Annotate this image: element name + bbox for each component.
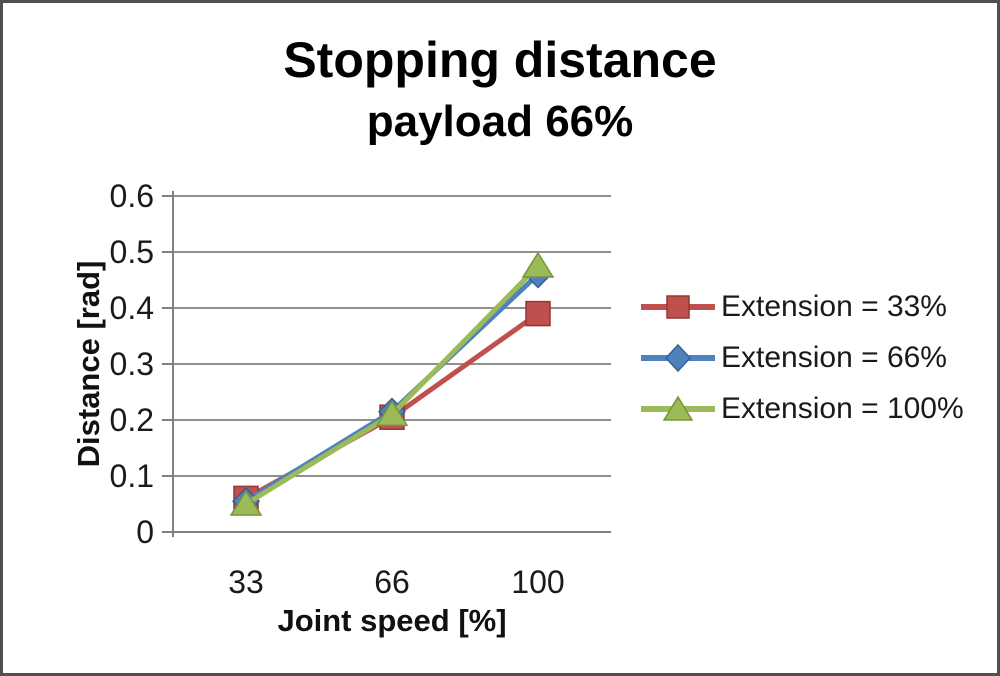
chart-title: Stopping distance bbox=[283, 32, 717, 88]
data-point-square bbox=[525, 300, 551, 327]
legend-item-extension-33: Extension = 33% bbox=[639, 281, 964, 332]
x-tick-label: 33 bbox=[228, 564, 264, 600]
data-point-triangle bbox=[229, 489, 263, 516]
x-axis-title: Joint speed [%] bbox=[277, 603, 507, 638]
y-tick-label: 0.1 bbox=[110, 458, 154, 494]
data-point-triangle bbox=[375, 399, 409, 427]
y-tick-label: 0.5 bbox=[110, 234, 154, 270]
y-axis-title: Distance [rad] bbox=[71, 260, 106, 468]
y-tick-label: 0.2 bbox=[110, 402, 154, 438]
square-marker-icon bbox=[666, 294, 690, 319]
legend-label: Extension = 100% bbox=[721, 391, 964, 425]
legend-item-extension-66: Extension = 66% bbox=[639, 332, 964, 383]
legend-item-extension-100: Extension = 100% bbox=[639, 383, 964, 434]
legend-swatch-diamond bbox=[641, 343, 715, 372]
y-tick-label: 0.3 bbox=[110, 346, 154, 382]
legend: Extension = 33% Extension = 66% Extensio… bbox=[639, 281, 964, 434]
legend-label: Extension = 33% bbox=[721, 289, 947, 323]
legend-swatch-triangle bbox=[641, 395, 715, 421]
legend-label: Extension = 66% bbox=[721, 340, 947, 374]
series-line-2 bbox=[244, 264, 540, 507]
y-tick-label: 0.4 bbox=[110, 290, 154, 326]
x-tick-label: 100 bbox=[511, 564, 564, 600]
y-tick-label: 0.6 bbox=[110, 178, 154, 214]
data-point-triangle bbox=[521, 251, 555, 278]
y-tick-label: 0 bbox=[136, 514, 154, 550]
plot-area: 0 0.1 0.2 0.3 0.4 0.5 0.6 33 66 100 bbox=[110, 178, 611, 600]
legend-swatch-square bbox=[641, 294, 715, 319]
triangle-marker-icon bbox=[662, 395, 694, 421]
diamond-marker-icon bbox=[664, 343, 692, 372]
x-tick-label: 66 bbox=[374, 564, 410, 600]
chart-subtitle: payload 66% bbox=[366, 97, 634, 146]
